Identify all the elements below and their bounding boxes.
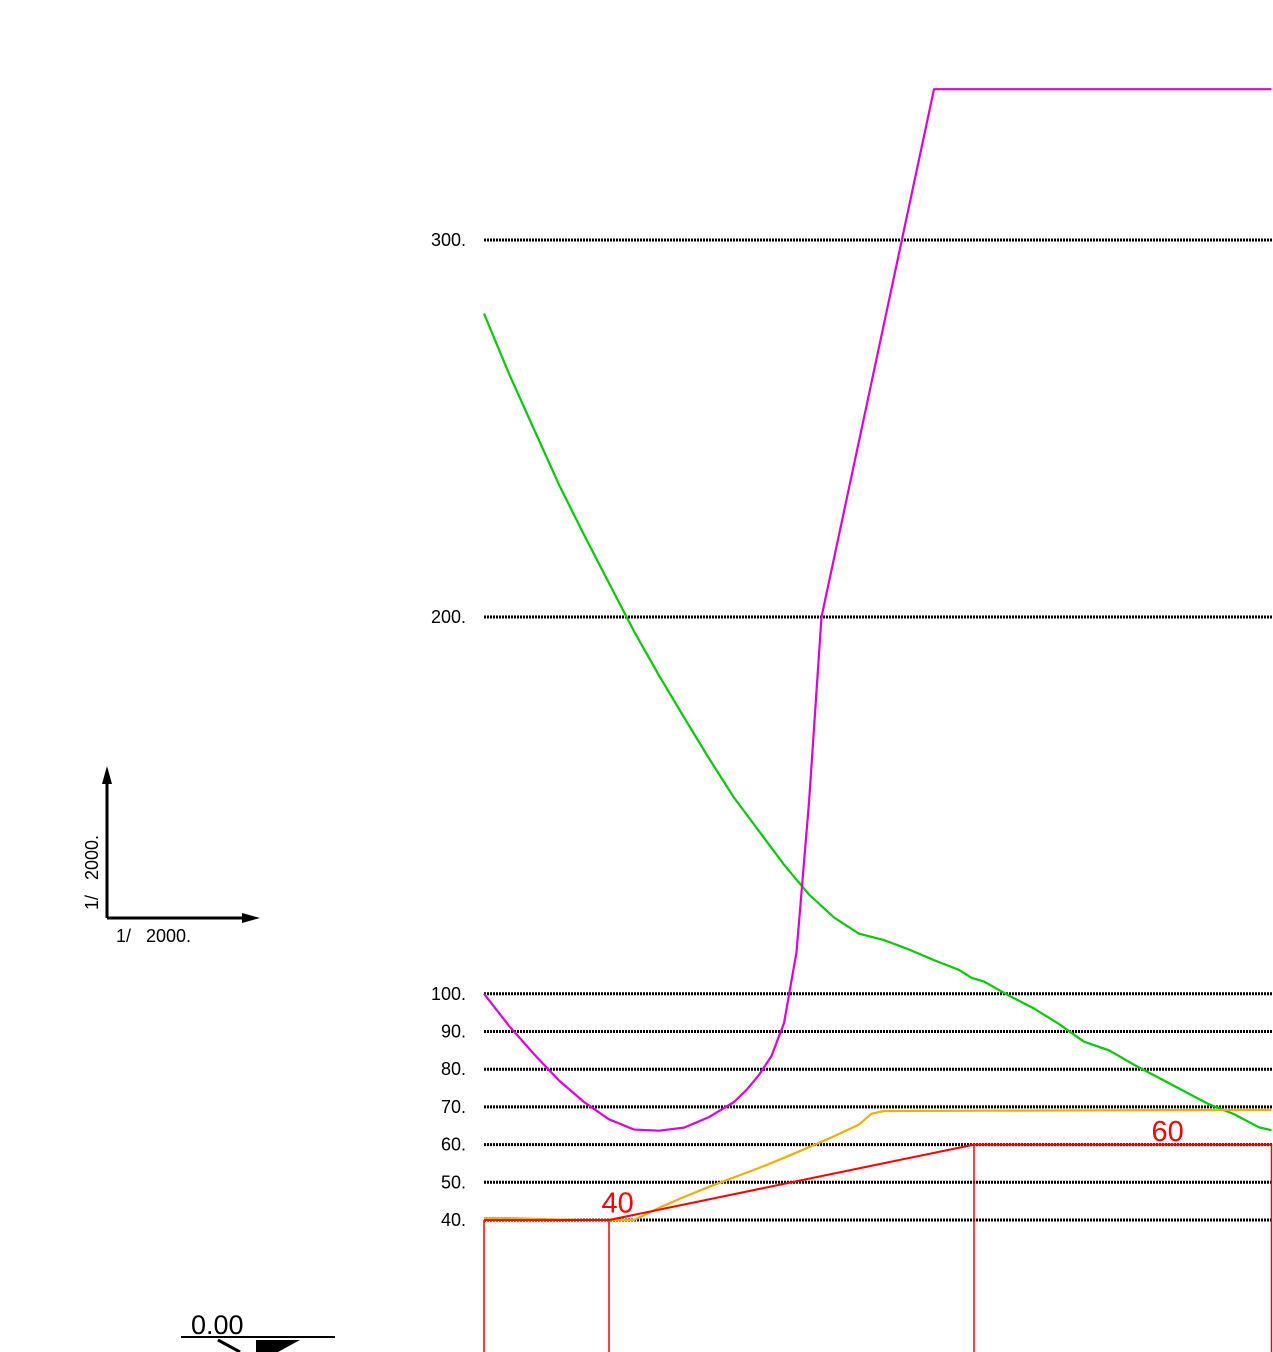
scale-horizontal-arrowhead bbox=[242, 913, 260, 923]
series-line-0 bbox=[482, 313, 1272, 1132]
y-tick-label: 100. bbox=[431, 984, 466, 1004]
scale-vertical-arrowhead bbox=[102, 766, 112, 784]
y-tick-labels: 40. 50. 60. 70. 80. 90. 100. 200. 300. bbox=[431, 230, 466, 1230]
y-tick-label: 50. bbox=[441, 1172, 466, 1192]
speed-labels: 40 60 bbox=[602, 1116, 1184, 1220]
y-tick-label: 300. bbox=[431, 230, 466, 250]
scale-horizontal-label: 1/ 2000. bbox=[116, 926, 191, 946]
scale-indicator: 1/ 2000. 1/ 2000. bbox=[82, 766, 260, 946]
series-line-1 bbox=[483, 88, 1272, 1132]
y-tick-label: 70. bbox=[441, 1097, 466, 1117]
y-tick-label: 80. bbox=[441, 1059, 466, 1079]
datum-arrow-stroke bbox=[217, 1338, 241, 1352]
datum-arrowhead bbox=[256, 1340, 300, 1352]
speed-label: 60 bbox=[1152, 1116, 1184, 1148]
grid-lines bbox=[484, 238, 1273, 1222]
y-tick-label: 40. bbox=[441, 1210, 466, 1230]
y-tick-label: 200. bbox=[431, 607, 466, 627]
y-tick-label: 90. bbox=[441, 1022, 466, 1042]
datum-label: 0.00 bbox=[191, 1310, 244, 1340]
series-line-3 bbox=[484, 1143, 1272, 1221]
speed-label: 40 bbox=[602, 1187, 634, 1219]
datum-marker: 0.00 bbox=[181, 1310, 335, 1352]
series-lines bbox=[482, 88, 1273, 1352]
scale-vertical-label: 1/ 2000. bbox=[82, 835, 102, 910]
y-tick-label: 60. bbox=[441, 1135, 466, 1155]
